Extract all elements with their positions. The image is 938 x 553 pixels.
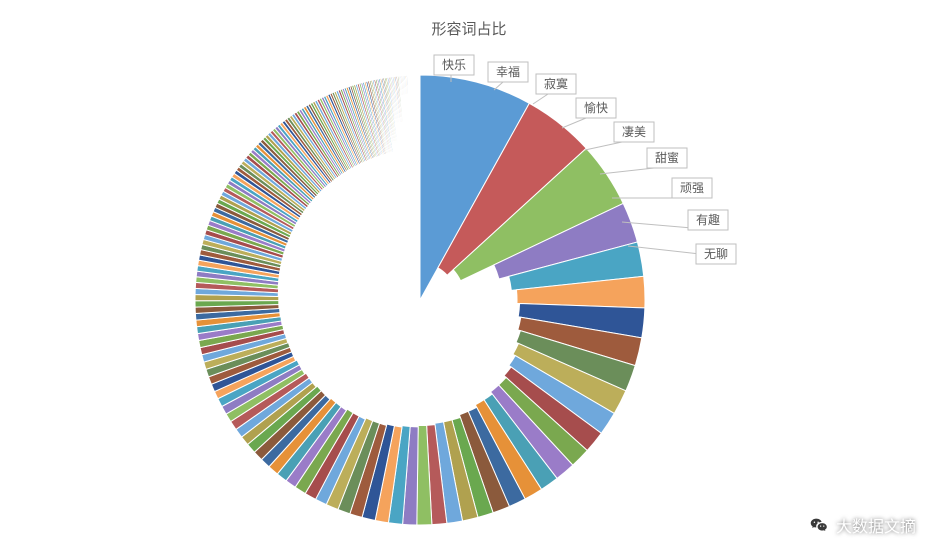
pie-chart: 快乐 幸福寂寞愉快凄美甜蜜顽强有趣无聊 bbox=[0, 0, 938, 553]
callout-leader bbox=[533, 94, 548, 104]
callout-leader bbox=[600, 168, 654, 174]
pie-slices bbox=[195, 75, 645, 525]
callout-leader bbox=[562, 118, 586, 128]
watermark: 大数据文摘 bbox=[808, 513, 916, 537]
callout-label: 寂寞 bbox=[544, 76, 568, 91]
callout-leader bbox=[585, 142, 622, 150]
callout-label: 凄美 bbox=[622, 125, 646, 139]
callout-label: 有趣 bbox=[696, 212, 720, 227]
callout-label: 顽强 bbox=[680, 181, 704, 195]
callout-label: 愉快 bbox=[584, 100, 608, 115]
chart-title: 形容词占比 bbox=[0, 18, 938, 39]
callout-label: 甜蜜 bbox=[655, 150, 679, 165]
callout-label: 快乐 bbox=[442, 58, 466, 72]
watermark-text: 大数据文摘 bbox=[836, 513, 916, 537]
pie-slice bbox=[419, 75, 420, 148]
callout-label: 无聊 bbox=[704, 247, 728, 261]
callout-label: 幸福 bbox=[496, 64, 520, 79]
wechat-icon bbox=[808, 514, 830, 536]
chart-stage: 形容词占比 快乐 幸福寂寞愉快凄美甜蜜顽强有趣无聊 大数据文摘 bbox=[0, 0, 938, 553]
